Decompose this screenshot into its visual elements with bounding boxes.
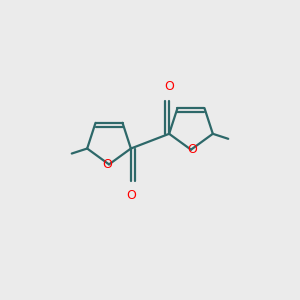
Text: O: O — [126, 189, 136, 202]
Text: O: O — [103, 158, 112, 171]
Text: O: O — [164, 80, 174, 93]
Text: O: O — [188, 143, 197, 156]
